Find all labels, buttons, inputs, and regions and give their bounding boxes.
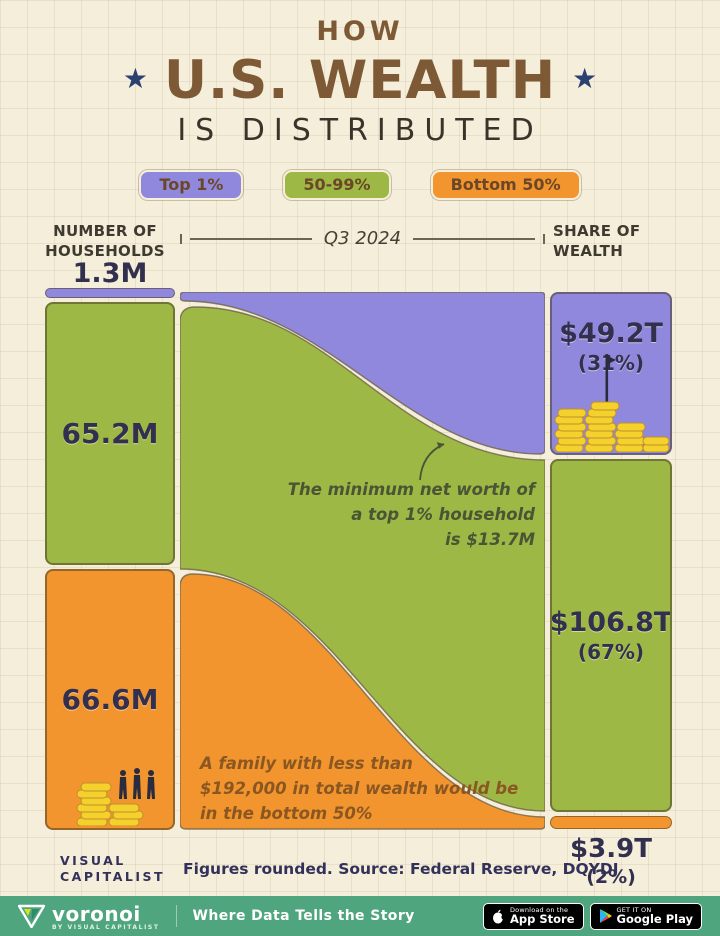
- voronoi-byline: BY VISUAL CAPITALIST: [52, 923, 160, 931]
- annotation-top1: The minimum net worth of a top 1% househ…: [287, 480, 535, 549]
- flow-50-99: [180, 306, 545, 812]
- curved-arrow-icon: [419, 442, 445, 481]
- wealth-bottom50-value: $3.9T: [570, 834, 652, 864]
- app-store-badge[interactable]: Download on the App Store: [482, 902, 584, 930]
- title-line-how: HOW: [316, 16, 404, 47]
- right-axis-header: SHARE OF WEALTH: [553, 222, 641, 260]
- period-dimension-line: Q3 2024: [180, 228, 545, 249]
- title-main-row: ★ U.S. WEALTH ★: [0, 50, 720, 111]
- node-wealth-top1: $49.2T (31%): [550, 292, 672, 455]
- flag-pole-icon: [605, 358, 609, 406]
- households-bottom50-label: 66.6M: [61, 683, 159, 716]
- voronoi-logo-icon: [18, 904, 45, 928]
- node-households-top1: [45, 288, 175, 298]
- star-icon: ★: [572, 62, 598, 95]
- legend-pill-50-99: 50-99%: [283, 170, 391, 200]
- flow-bottom50: [180, 573, 545, 830]
- star-icon: ★: [122, 62, 148, 95]
- node-households-50-99: 65.2M: [45, 302, 175, 565]
- period-label: Q3 2024: [323, 228, 402, 249]
- wealth-50-99-pct: (67%): [577, 640, 645, 664]
- wealth-50-99-value: $106.8T: [550, 607, 672, 638]
- households-50-99-label: 65.2M: [61, 417, 159, 450]
- bottom-bar: voronoi BY VISUAL CAPITALIST Where Data …: [0, 896, 720, 936]
- voronoi-name: voronoi: [52, 901, 141, 926]
- flag-icon: [608, 356, 616, 364]
- wealth-bottom50-label: $3.9T (2%): [550, 834, 672, 888]
- google-play-icon: [599, 909, 612, 923]
- dimension-tick-right: [543, 233, 545, 244]
- wealth-top1-value: $49.2T: [559, 318, 663, 349]
- node-wealth-bottom50: [550, 816, 672, 829]
- flow-top1: [180, 292, 545, 455]
- dimension-tick-left: [180, 233, 182, 244]
- apple-icon: [492, 909, 505, 923]
- page-title: U.S. WEALTH: [163, 50, 557, 111]
- wealth-top1-pct: (31%): [577, 351, 645, 375]
- title-subtitle: IS DISTRIBUTED: [177, 113, 543, 148]
- node-wealth-50-99: $106.8T (67%): [550, 459, 672, 812]
- people-icon: [119, 768, 155, 799]
- legend: Top 1% 50-99% Bottom 50%: [0, 170, 720, 200]
- wealth-bottom50-pct: (2%): [586, 866, 636, 888]
- left-axis-header: NUMBER OF HOUSEHOLDS: [45, 222, 165, 260]
- sankey-flows: [180, 292, 545, 830]
- visual-capitalist-wordmark: VISUAL CAPITALIST: [60, 853, 166, 884]
- tagline: Where Data Tells the Story: [192, 908, 415, 924]
- coin-stack-flag-icon: [554, 354, 670, 452]
- node-households-bottom50: 66.6M: [45, 569, 175, 830]
- divider: [175, 905, 177, 927]
- source-note: Figures rounded. Source: Federal Reserve…: [183, 860, 619, 878]
- legend-pill-bottom50: Bottom 50%: [430, 170, 581, 200]
- footer: VISUAL CAPITALIST Figures rounded. Sourc…: [50, 846, 619, 892]
- households-top1-label: 1.3M: [72, 258, 148, 289]
- annotation-bottom50: A family with less than $192,000 in tota…: [200, 754, 519, 823]
- coin-stack-people-icon: [76, 768, 155, 826]
- legend-pill-top1: Top 1%: [139, 170, 244, 200]
- google-play-badge[interactable]: GET IT ON Google Play: [589, 902, 702, 930]
- voronoi-brand: voronoi BY VISUAL CAPITALIST: [18, 902, 160, 931]
